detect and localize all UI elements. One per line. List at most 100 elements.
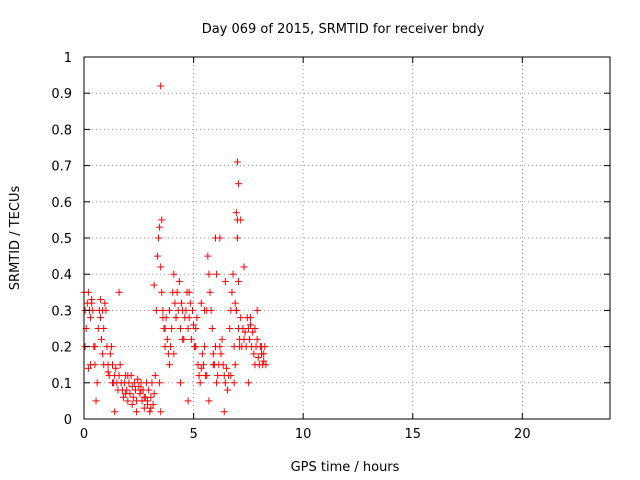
data-point	[168, 325, 176, 332]
data-point	[178, 299, 186, 307]
data-point	[195, 372, 203, 380]
data-point	[146, 408, 154, 416]
data-point	[217, 350, 225, 358]
data-point	[157, 82, 165, 90]
data-point	[231, 299, 239, 307]
data-point	[237, 216, 245, 224]
data-point	[173, 288, 181, 296]
data-point	[84, 288, 92, 296]
data-point	[187, 335, 195, 343]
y-tick-label: 0.9	[51, 87, 72, 102]
data-point	[182, 306, 190, 314]
data-point	[206, 288, 214, 296]
data-point	[190, 321, 198, 329]
data-point	[159, 314, 167, 322]
data-point	[245, 335, 253, 343]
data-point	[106, 350, 114, 358]
data-point	[185, 288, 193, 296]
x-tick-label: 20	[514, 427, 531, 442]
y-tick-label: 0.7	[51, 160, 72, 175]
data-point	[204, 252, 212, 260]
data-point	[104, 368, 112, 376]
data-point	[212, 234, 219, 242]
data-point	[247, 321, 255, 329]
data-point	[165, 361, 173, 369]
data-point	[140, 393, 148, 401]
data-point	[119, 393, 127, 401]
data-point	[111, 408, 119, 416]
data-point	[226, 325, 234, 332]
data-point	[130, 379, 138, 387]
data-point	[123, 386, 131, 394]
data-point	[124, 397, 132, 405]
data-point	[193, 314, 201, 322]
data-point	[135, 382, 143, 390]
data-point	[161, 325, 169, 332]
data-point	[244, 325, 252, 332]
data-point	[232, 306, 240, 314]
data-point	[184, 325, 192, 332]
data-point	[231, 361, 239, 369]
data-point	[221, 277, 229, 285]
data-point	[262, 361, 270, 369]
data-point	[254, 353, 262, 361]
y-tick-label: 0.5	[51, 232, 72, 247]
y-tick-label: 0.8	[51, 123, 72, 138]
data-point	[233, 234, 241, 242]
data-point	[253, 306, 261, 314]
data-point	[244, 379, 252, 387]
data-point	[128, 401, 136, 409]
data-point	[128, 382, 136, 390]
data-point	[107, 343, 115, 351]
data-point	[99, 350, 107, 358]
data-point	[205, 270, 213, 278]
data-point	[124, 372, 132, 380]
tick-labels: 0 5 10 15 20 0 0.1 0.2 0.3 0.4 0.5 0.6 0.7 0.8 0.9 1	[51, 51, 530, 442]
x-tick-label: 10	[295, 427, 312, 442]
data-point	[147, 393, 155, 401]
data-point	[100, 325, 108, 332]
data-point	[150, 390, 158, 398]
data-point	[115, 372, 123, 380]
data-point	[93, 379, 101, 387]
data-point	[236, 343, 244, 351]
data-point	[249, 328, 257, 336]
data-point	[198, 350, 206, 358]
data-point	[134, 375, 142, 383]
data-point	[171, 299, 179, 307]
data-point	[152, 306, 160, 314]
data-point	[228, 288, 236, 296]
data-point	[158, 288, 166, 296]
data-point	[84, 364, 92, 372]
data-point	[241, 328, 249, 336]
y-tick-label: 0.4	[51, 268, 72, 283]
y-tick-label: 1	[64, 51, 72, 66]
y-tick-label: 0.1	[51, 377, 72, 392]
data-point	[129, 393, 137, 401]
data-point	[151, 372, 159, 380]
data-point	[229, 270, 237, 278]
data-point	[227, 372, 235, 380]
data-point	[87, 314, 95, 322]
data-point	[230, 379, 238, 387]
data-point	[224, 386, 232, 394]
data-point	[165, 306, 173, 314]
data-point	[157, 263, 165, 271]
data-point	[149, 401, 157, 409]
data-point	[96, 296, 104, 304]
data-point	[172, 314, 180, 322]
data-point	[136, 390, 144, 398]
data-point	[253, 335, 261, 343]
data-point	[122, 390, 130, 398]
data-point	[188, 306, 196, 314]
grid-lines	[84, 57, 610, 419]
data-point	[196, 379, 204, 387]
data-point	[158, 216, 166, 224]
data-point	[216, 343, 224, 351]
data-point	[235, 277, 243, 285]
data-point	[184, 397, 192, 405]
data-point	[208, 325, 216, 332]
data-point	[92, 397, 100, 405]
data-point	[98, 335, 106, 343]
data-point	[260, 357, 268, 365]
